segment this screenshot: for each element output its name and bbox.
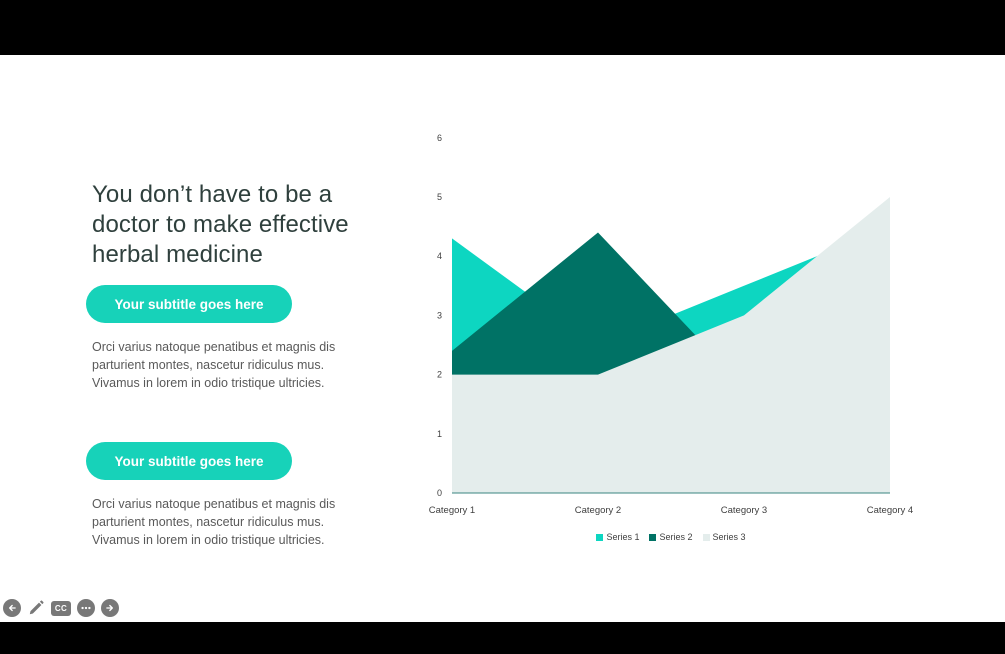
x-category-label: Category 4 bbox=[867, 505, 913, 516]
legend-item-series-1: Series 1 bbox=[596, 532, 639, 542]
y-tick-label: 3 bbox=[437, 310, 442, 320]
slide-title-line: herbal medicine bbox=[92, 241, 263, 268]
slide-title-line: You don’t have to be a bbox=[92, 181, 333, 208]
x-category-label: Category 3 bbox=[721, 505, 767, 516]
captions-label: CC bbox=[54, 603, 68, 613]
presenter-controls: CC bbox=[3, 598, 119, 618]
legend-label: Series 2 bbox=[659, 532, 693, 542]
previous-slide-button[interactable] bbox=[3, 599, 21, 617]
body-paragraph-1: Orci varius natoque penatibus et magnis … bbox=[92, 338, 412, 392]
chart-legend: Series 1 Series 2 Series 3 bbox=[452, 532, 890, 542]
pen-tool-button[interactable] bbox=[27, 599, 45, 617]
legend-label: Series 3 bbox=[712, 532, 746, 542]
slide-title-line: doctor to make effective bbox=[92, 211, 349, 238]
more-dots-icon bbox=[81, 606, 91, 610]
area-series-3 bbox=[452, 197, 890, 493]
body-paragraph-2: Orci varius natoque penatibus et magnis … bbox=[92, 495, 412, 549]
body-line: Vivamus in lorem in odio tristique ultri… bbox=[92, 533, 325, 547]
slide-canvas: You don’t have to be a doctor to make ef… bbox=[0, 55, 1005, 622]
next-slide-button[interactable] bbox=[101, 599, 119, 617]
arrow-right-icon bbox=[106, 604, 113, 612]
y-tick-label: 1 bbox=[437, 429, 442, 439]
arrow-left-icon bbox=[9, 604, 16, 612]
legend-swatch-icon bbox=[702, 533, 710, 541]
body-line: parturient montes, nascetur ridiculus mu… bbox=[92, 515, 325, 529]
subtitle-pill-1-label: Your subtitle goes here bbox=[114, 296, 264, 312]
captions-button[interactable]: CC bbox=[51, 600, 71, 616]
legend-item-series-3: Series 3 bbox=[702, 532, 746, 542]
body-line: Orci varius natoque penatibus et magnis … bbox=[92, 340, 336, 354]
legend-swatch-icon bbox=[596, 533, 604, 541]
letterbox-bottom bbox=[0, 622, 1005, 654]
area-chart-svg: 0 1 2 3 4 5 6 Category 1 Category 2 Category 3 Cat… bbox=[429, 133, 913, 516]
y-tick-label: 6 bbox=[437, 133, 442, 143]
y-tick-label: 0 bbox=[437, 488, 442, 498]
body-line: Orci varius natoque penatibus et magnis … bbox=[92, 497, 336, 511]
x-category-label: Category 2 bbox=[575, 505, 621, 516]
y-tick-label: 2 bbox=[437, 370, 442, 380]
subtitle-pill-2-label: Your subtitle goes here bbox=[114, 453, 264, 469]
subtitle-pill-2[interactable]: Your subtitle goes here bbox=[86, 442, 292, 480]
x-category-label: Category 1 bbox=[429, 505, 475, 516]
more-options-button[interactable] bbox=[77, 599, 95, 617]
legend-label: Series 1 bbox=[606, 532, 640, 542]
pencil-icon bbox=[29, 600, 44, 615]
subtitle-pill-1[interactable]: Your subtitle goes here bbox=[86, 285, 292, 323]
body-line: Vivamus in lorem in odio tristique ultri… bbox=[92, 376, 325, 390]
legend-swatch-icon bbox=[649, 533, 657, 541]
area-chart: 0 1 2 3 4 5 6 Category 1 Category 2 Category 3 Cat… bbox=[425, 110, 1005, 555]
legend-item-series-2: Series 2 bbox=[649, 532, 693, 542]
y-tick-label: 5 bbox=[437, 192, 442, 202]
y-tick-label: 4 bbox=[437, 251, 442, 261]
letterbox-top bbox=[0, 0, 1005, 56]
slide-title: You don’t have to be a doctor to make ef… bbox=[92, 180, 412, 270]
body-line: parturient montes, nascetur ridiculus mu… bbox=[92, 358, 325, 372]
